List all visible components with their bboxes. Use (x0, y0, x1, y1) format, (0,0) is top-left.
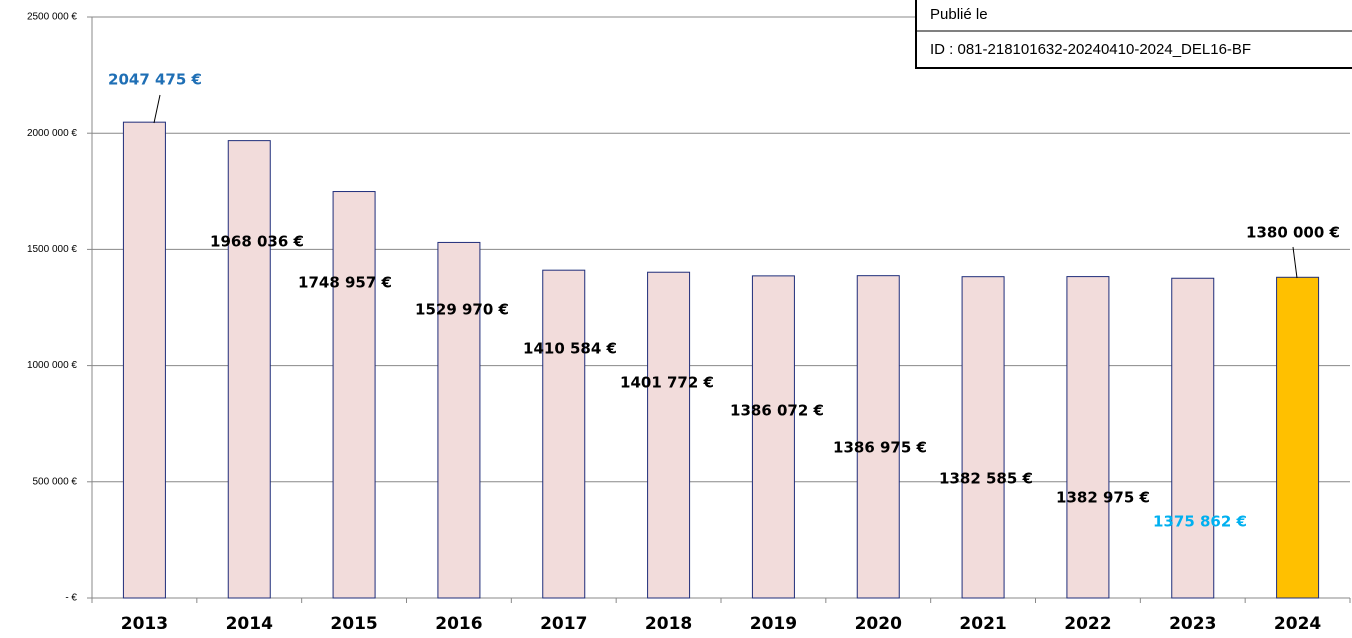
value-label: 1968 036 € (210, 233, 304, 251)
leader-line (1292, 246, 1298, 279)
bar (437, 241, 481, 599)
value-label: 1380 000 € (1246, 224, 1340, 242)
x-tick-label: 2021 (959, 614, 1006, 634)
stamp-box (915, 0, 1352, 69)
x-tick-label: 2016 (435, 614, 482, 634)
x-tick-label: 2022 (1064, 614, 1111, 634)
value-label: 1382 975 € (1056, 489, 1150, 507)
bar (1171, 277, 1215, 599)
bar (227, 140, 271, 599)
bar (1276, 276, 1320, 599)
bar (542, 269, 586, 599)
bar (122, 121, 166, 599)
x-tick-label: 2015 (330, 614, 377, 634)
x-tick-label: 2023 (1169, 614, 1216, 634)
bar (332, 191, 376, 599)
value-label: 2047 475 € (108, 71, 202, 89)
y-tick-label: - € (65, 593, 77, 604)
value-label: 1375 862 € (1153, 513, 1247, 531)
x-tick-label: 2019 (750, 614, 797, 634)
value-label: 1386 975 € (833, 439, 927, 457)
x-tick-label: 2020 (855, 614, 902, 634)
y-tick-label: 2500 000 € (27, 12, 77, 23)
bar (961, 276, 1005, 599)
value-label: 1529 970 € (415, 301, 509, 319)
value-label: 1748 957 € (298, 274, 392, 292)
y-tick-label: 2000 000 € (27, 128, 77, 139)
x-tick-label: 2018 (645, 614, 692, 634)
stamp: Publié le ID : 081-218101632-20240410-20… (915, 0, 1352, 69)
stamp-published: Publié le (930, 6, 988, 23)
stamp-id: ID : 081-218101632-20240410-2024_DEL16-B… (930, 41, 1251, 58)
value-label: 1386 072 € (730, 402, 824, 420)
y-tick-label: 1500 000 € (27, 244, 77, 255)
y-tick-label: 500 000 € (33, 476, 78, 487)
y-tick-label: 1000 000 € (27, 360, 77, 371)
bar (647, 271, 691, 599)
x-tick-label: 2024 (1274, 614, 1321, 634)
bar (751, 275, 795, 599)
x-tick-label: 2014 (226, 614, 273, 634)
value-label: 1401 772 € (620, 374, 714, 392)
bar (1066, 276, 1110, 599)
x-tick-label: 2017 (540, 614, 587, 634)
value-label: 1410 584 € (523, 340, 617, 358)
value-label: 1382 585 € (939, 470, 1033, 488)
bar (856, 275, 900, 599)
leader-line (153, 94, 161, 124)
x-tick-label: 2013 (121, 614, 168, 634)
